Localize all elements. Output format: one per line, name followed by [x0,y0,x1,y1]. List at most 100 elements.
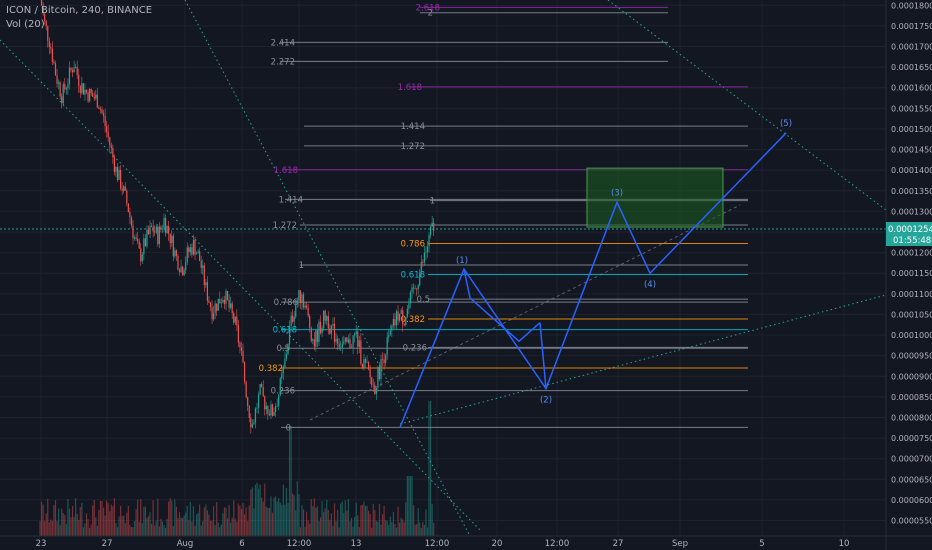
candle-body [219,298,221,304]
volume-bar [306,511,308,536]
price-axis[interactable]: 0.0001800 0.0001750 0.0001700 0.0001650 0.00… [885,0,932,550]
candle-body [307,307,309,316]
price-tick-label: 0.0001350 [891,187,932,196]
wave-label: (2) [540,396,552,406]
volume-bar [168,501,170,536]
candle-body [236,316,238,326]
candle-body [279,378,281,395]
price-tick-label: 0.0001300 [891,207,932,216]
volume-bar [405,502,407,536]
volume-bar [202,521,204,536]
candle-body [124,186,126,191]
symbol-line[interactable]: ICON / Bitcoin, 240, BINANCE [6,5,153,16]
candle-body [296,300,298,305]
wave-label: (5) [780,119,792,129]
candle-body [389,330,391,335]
fib-level-label: 2.414 [271,38,295,48]
volume-bar [309,523,311,536]
candle-body [316,330,319,342]
volume-bar [321,500,323,536]
candle-body [127,203,129,213]
candle-body [222,299,224,303]
candle-body [354,333,356,336]
candle-body [76,67,78,75]
candle-body [200,260,202,268]
volume-bar [157,498,159,536]
candle-body [140,248,142,262]
time-tick-label: 6 [239,539,244,549]
candle-body [78,74,80,87]
volume-bar [118,516,120,536]
volume-bar [116,527,119,536]
candle-body [386,337,388,356]
candle-body [90,88,92,94]
candle-body [397,311,399,321]
volume-bar [302,509,305,536]
volume-bar [273,497,275,536]
volume-bar [383,505,385,536]
candle-body [133,237,136,239]
candle-body [44,13,46,22]
volume-bar [296,481,298,536]
candle-body [81,83,83,93]
candle-body [230,303,232,308]
candle-body [92,93,94,97]
candle-body [242,350,244,363]
candle-body [394,319,396,326]
candle-body [211,307,213,320]
candle-body [143,238,145,255]
candle-body [270,404,272,416]
candle-body [287,344,289,355]
candle-body [248,405,250,418]
volume-bar [82,527,84,536]
candle-body [102,113,105,117]
candle-body [228,299,230,308]
volume-bar [233,500,235,536]
volume-bar [133,521,136,536]
time-tick-label: 20 [492,539,503,549]
volume-bar [230,522,232,536]
candle-body [423,252,425,263]
candle-body [61,96,63,104]
volume-bar [285,487,288,536]
volume-bar [408,476,410,536]
volume-bar [106,500,108,536]
price-tick-label: 0.0000750 [891,434,932,443]
volume-bar [205,504,207,536]
volume-indicator-label[interactable]: Vol (20) [6,19,45,30]
candle-body [206,282,208,301]
volume-bar [154,525,156,536]
volume-bar [203,507,205,536]
fib-level-label: 0.618 [273,326,297,336]
fib-level-label: 0.786 [274,298,298,308]
volume-bar [271,512,274,536]
volume-bar [73,517,75,536]
volume-bar [44,520,46,536]
volume-bar [98,509,100,536]
candle-body [388,334,390,338]
candle-body [264,396,266,410]
volume-bar [123,515,125,536]
candle-body [405,317,407,326]
candle-body [267,406,269,414]
volume-bar [56,520,58,536]
candle-body [288,326,291,345]
volume-bar [268,507,270,536]
candle-body [411,287,413,293]
candle-body [174,250,176,257]
volume-bar [350,517,353,536]
volume-bar [178,512,181,536]
volume-bar [188,520,190,536]
time-axis[interactable]: 23 27 Aug 6 12:00 13 12:00 20 12:00 27 Sep 5 10 [0,535,932,549]
volume-bar [171,500,173,536]
candle-body [163,218,165,229]
volume-bar [287,503,289,536]
candle-body [178,269,181,273]
volume-bar [107,503,109,536]
volume-bar [248,505,250,536]
volume-bar [239,505,241,536]
volume-bar [399,522,401,536]
candle-body [42,5,44,14]
candle-body [431,222,433,227]
